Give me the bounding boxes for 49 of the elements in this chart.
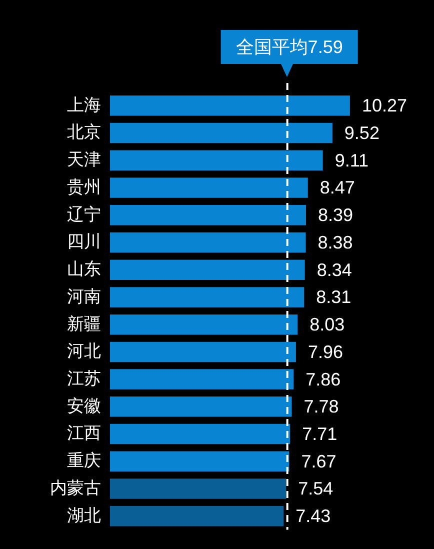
y-tick-label: 江苏 xyxy=(67,368,101,388)
bar xyxy=(110,178,308,198)
data-label: 10.27 xyxy=(362,96,407,116)
y-tick-label: 四川 xyxy=(67,232,101,252)
data-label: 9.52 xyxy=(344,123,380,144)
data-label: 7.78 xyxy=(304,396,339,417)
data-label: 8.39 xyxy=(318,205,354,226)
bar xyxy=(110,342,296,362)
bar xyxy=(110,369,294,390)
bar xyxy=(110,478,286,499)
bar xyxy=(110,287,304,308)
y-tick-label: 辽宁 xyxy=(67,204,101,224)
data-label: 7.54 xyxy=(298,478,334,499)
data-label: 8.03 xyxy=(310,314,345,335)
bar xyxy=(110,96,350,116)
y-tick-label: 贵州 xyxy=(67,177,101,196)
data-label: 7.67 xyxy=(301,451,336,472)
y-tick-label: 河北 xyxy=(67,342,101,361)
data-label: 7.71 xyxy=(302,424,338,444)
bar xyxy=(110,506,284,526)
y-tick-label: 内蒙古 xyxy=(50,478,101,498)
bar xyxy=(110,260,305,280)
bar xyxy=(110,424,290,444)
data-label: 8.31 xyxy=(316,287,352,308)
ref-line-label: 全国平均7.59 xyxy=(236,36,343,57)
y-tick-label: 上海 xyxy=(67,95,101,114)
bar xyxy=(110,150,323,171)
y-tick-label: 安徽 xyxy=(67,396,101,416)
y-tick-label: 山东 xyxy=(67,260,101,279)
bar xyxy=(110,122,332,144)
y-tick-label: 天津 xyxy=(67,150,101,170)
y-tick-label: 河南 xyxy=(67,286,101,306)
data-label: 8.34 xyxy=(316,260,352,280)
data-label: 8.47 xyxy=(320,178,355,198)
bar xyxy=(110,232,306,253)
bar xyxy=(110,451,290,472)
data-label: 7.96 xyxy=(308,342,344,362)
y-tick-label: 新疆 xyxy=(67,314,101,334)
data-label: 9.11 xyxy=(334,150,369,170)
data-label: 7.43 xyxy=(296,506,331,526)
bar xyxy=(110,205,306,226)
y-tick-label: 江西 xyxy=(67,424,101,443)
data-label: 7.86 xyxy=(306,369,341,390)
bar xyxy=(110,396,292,417)
y-tick-label: 北京 xyxy=(67,122,101,142)
bar xyxy=(110,314,298,335)
y-tick-label: 湖北 xyxy=(67,506,101,525)
y-tick-label: 重庆 xyxy=(67,451,101,470)
data-label: 8.38 xyxy=(318,232,353,252)
